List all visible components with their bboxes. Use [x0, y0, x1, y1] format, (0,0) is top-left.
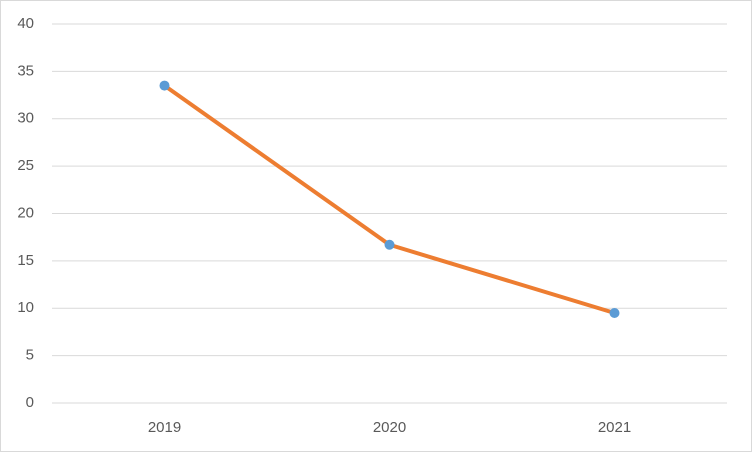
x-tick-label: 2019: [148, 419, 181, 436]
marker: [609, 307, 620, 318]
x-tick-label: 2021: [598, 419, 631, 436]
y-tick-label: 20: [17, 204, 34, 221]
y-tick-label: 35: [17, 62, 34, 79]
y-tick-label: 0: [26, 394, 34, 411]
marker: [384, 239, 395, 250]
marker: [159, 80, 170, 91]
y-tick-label: 30: [17, 110, 34, 127]
y-tick-label: 25: [17, 157, 34, 174]
x-tick-label: 2020: [373, 419, 406, 436]
y-tick-label: 10: [17, 299, 34, 316]
y-tick-label: 15: [17, 252, 34, 269]
y-tick-label: 5: [26, 347, 34, 364]
y-tick-label: 40: [17, 15, 34, 32]
